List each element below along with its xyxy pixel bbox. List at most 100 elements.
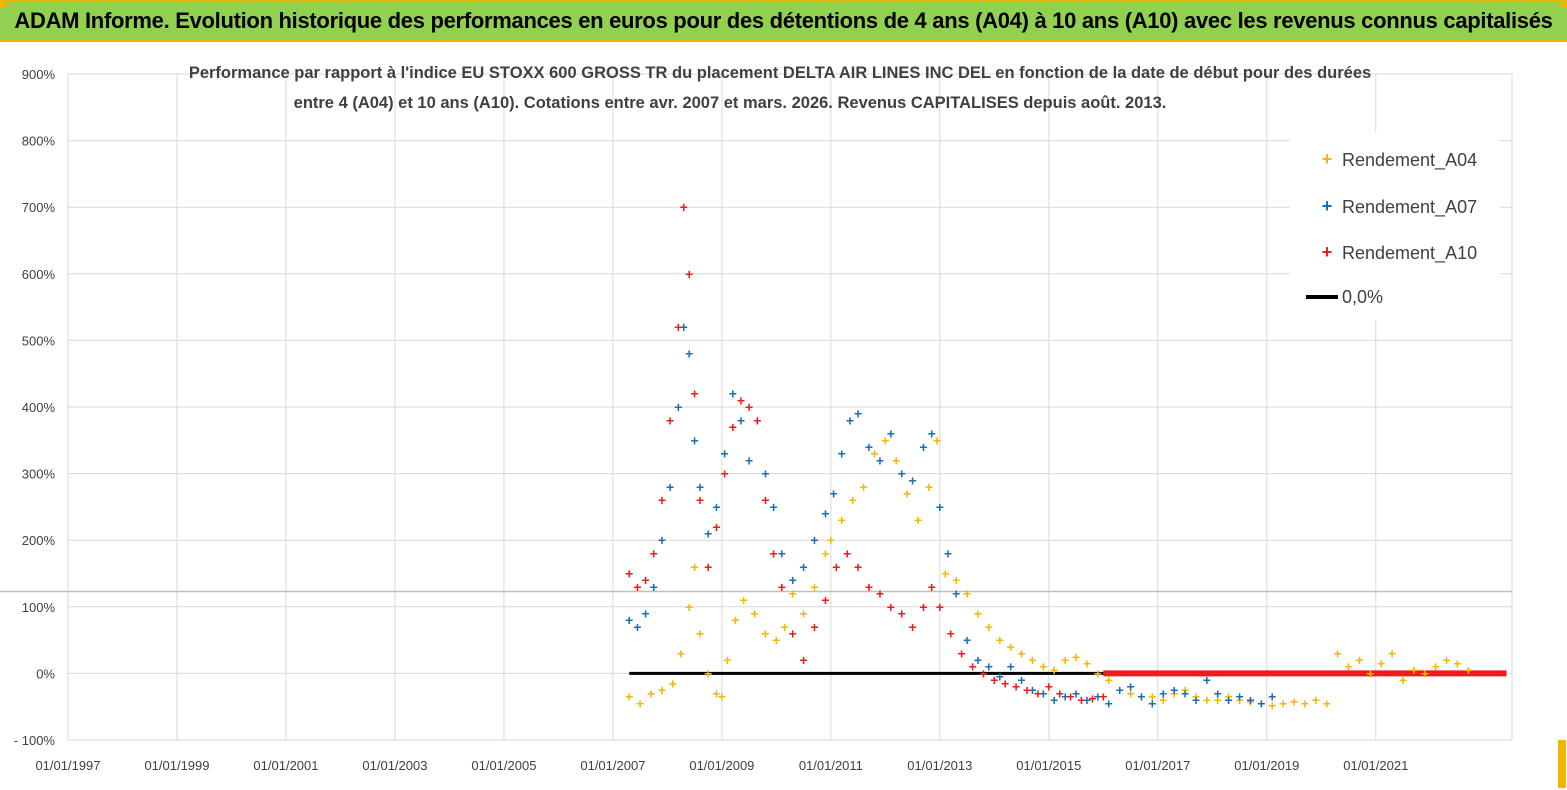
legend: + Rendement_A04 + Rendement_A07 + Rendem… — [1290, 132, 1500, 320]
data-point: + — [1312, 692, 1320, 708]
data-point: + — [685, 346, 693, 362]
data-point: + — [1137, 689, 1145, 705]
data-point: + — [633, 619, 641, 635]
data-point: + — [1225, 692, 1233, 708]
legend-label-zero: 0,0% — [1342, 287, 1383, 307]
data-point: + — [1039, 659, 1047, 675]
data-point: + — [1094, 665, 1102, 681]
data-point: + — [1203, 672, 1211, 688]
y-tick-label: 300% — [22, 467, 56, 482]
x-tick-label: 01/01/1999 — [144, 758, 209, 773]
data-point: + — [1235, 692, 1243, 708]
legend-marker-a04: + — [1322, 149, 1333, 169]
x-tick-label: 01/01/2009 — [689, 758, 754, 773]
data-point: + — [914, 512, 922, 528]
data-point: + — [936, 599, 944, 615]
data-point: + — [963, 585, 971, 601]
data-point: + — [1105, 672, 1113, 688]
series-layer: + ++ + +++++++++++++ ++++++++++++++++++ +++++… — [625, 199, 1507, 713]
data-point: + — [827, 532, 835, 548]
data-point: + — [761, 492, 769, 508]
data-point: + — [685, 266, 693, 282]
data-point: + — [778, 546, 786, 562]
data-point: + — [680, 319, 688, 335]
data-point: + — [712, 685, 720, 701]
corner-decoration — [1561, 2, 1567, 8]
data-point: + — [650, 546, 658, 562]
performance-chart: - 100% 0% 100% 200% 300% 400% 500% 600% 700% 800%… — [0, 42, 1567, 790]
data-point: + — [985, 619, 993, 635]
data-point: + — [647, 685, 655, 701]
data-point: + — [789, 585, 797, 601]
data-point: + — [1056, 685, 1064, 701]
data-point: + — [761, 625, 769, 641]
y-tick-label: 200% — [22, 533, 56, 548]
data-point: + — [1072, 649, 1080, 665]
data-point: + — [1257, 695, 1265, 711]
data-point: + — [1279, 695, 1287, 711]
data-point: + — [650, 579, 658, 595]
data-point: + — [881, 432, 889, 448]
data-point: + — [838, 512, 846, 528]
data-point: + — [979, 665, 987, 681]
x-tick-label: 01/01/2005 — [471, 758, 536, 773]
data-point: + — [952, 572, 960, 588]
data-point: + — [1268, 689, 1276, 705]
data-point: + — [729, 419, 737, 435]
data-point: + — [674, 399, 682, 415]
legend-box — [1290, 132, 1500, 320]
data-point: + — [928, 579, 936, 595]
x-tick-label: 01/01/2013 — [907, 758, 972, 773]
data-point: + — [898, 605, 906, 621]
data-point: + — [770, 546, 778, 562]
x-tick-label: 01/01/2001 — [253, 758, 318, 773]
data-point: + — [1410, 662, 1418, 678]
data-point: + — [658, 532, 666, 548]
data-point: + — [996, 632, 1004, 648]
y-tick-label: 500% — [22, 333, 56, 348]
data-point: + — [696, 625, 704, 641]
legend-label-a07: Rendement_A07 — [1342, 197, 1477, 218]
header-banner: ADAM Informe. Evolution historique des p… — [0, 0, 1567, 42]
data-point: + — [909, 472, 917, 488]
data-point: + — [1045, 679, 1053, 695]
legend-marker-a07: + — [1322, 196, 1333, 216]
data-point: + — [1050, 692, 1058, 708]
data-point: + — [990, 672, 998, 688]
data-point: + — [1268, 697, 1276, 713]
data-point: + — [846, 412, 854, 428]
data-point: + — [1170, 685, 1178, 701]
data-point: + — [903, 486, 911, 502]
data-point: + — [1083, 655, 1091, 671]
data-point: + — [909, 619, 917, 635]
data-point: + — [1388, 645, 1396, 661]
data-point: + — [761, 466, 769, 482]
data-point: + — [1001, 675, 1009, 691]
data-point: + — [772, 632, 780, 648]
data-point: + — [829, 486, 837, 502]
chart-title-line2: entre 4 (A04) et 10 ans (A10). Cotations… — [294, 94, 1167, 112]
data-point: + — [745, 399, 753, 415]
data-point: + — [633, 579, 641, 595]
data-point: + — [892, 452, 900, 468]
data-point: + — [996, 669, 1004, 685]
y-tick-label: 900% — [22, 67, 56, 82]
data-point: + — [1061, 652, 1069, 668]
data-point: + — [1323, 695, 1331, 711]
data-point: + — [1099, 689, 1107, 705]
data-point: + — [718, 689, 726, 705]
data-point: + — [1399, 672, 1407, 688]
data-point: + — [1072, 685, 1080, 701]
data-point: + — [1126, 679, 1134, 695]
data-point: + — [789, 572, 797, 588]
data-point: + — [936, 499, 944, 515]
data-point: + — [810, 619, 818, 635]
data-point: + — [1214, 692, 1222, 708]
corner-decoration — [0, 2, 6, 8]
data-point: + — [666, 479, 674, 495]
data-point: + — [642, 572, 650, 588]
data-point: + — [1083, 692, 1091, 708]
data-point: + — [1453, 655, 1461, 671]
data-point: + — [737, 392, 745, 408]
y-tick-label: 400% — [22, 400, 56, 415]
